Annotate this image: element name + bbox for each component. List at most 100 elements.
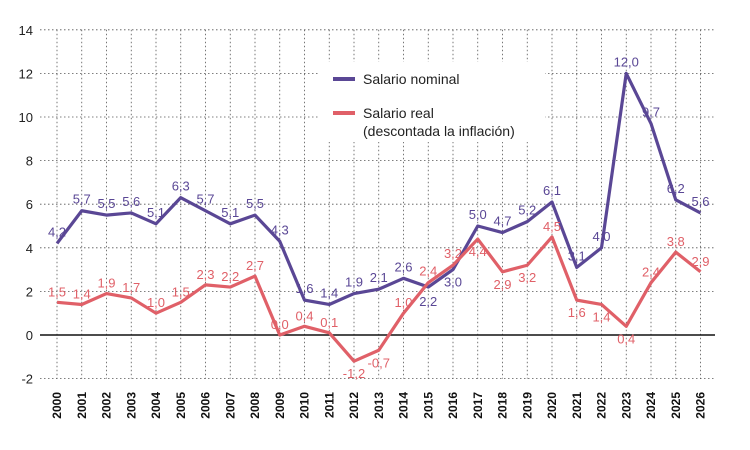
real-data-label: 2,9 [691,254,709,269]
real-data-label: 4,4 [469,244,487,259]
legend-label-real-line2: (descontada la inflación) [363,123,515,139]
x-tick-label: 2017 [471,392,485,419]
nominal-data-label: 5,5 [246,196,264,211]
y-tick-label: 2 [26,284,33,299]
nominal-data-label: 3,0 [444,275,462,290]
real-data-label: 0,4 [617,331,635,346]
x-tick-label: 2020 [545,392,559,419]
nominal-data-label: 5,7 [73,192,91,207]
real-data-label: 2,9 [493,277,511,292]
real-data-label: 2,7 [246,258,264,273]
nominal-data-label: 6,3 [172,179,190,194]
real-data-label: 1,0 [394,295,412,310]
y-tick-label: 6 [26,197,33,212]
y-tick-label: 0 [26,328,33,343]
x-tick-label: 2008 [248,392,262,419]
nominal-data-label: 4,7 [493,214,511,229]
x-tick-label: 2012 [347,392,361,419]
real-data-label: 1,0 [147,295,165,310]
x-tick-label: 2016 [446,392,460,419]
x-tick-label: 2002 [100,392,114,419]
nominal-data-label: 2,1 [370,270,388,285]
real-data-label: 1,9 [97,276,115,291]
x-tick-label: 2001 [75,392,89,419]
nominal-data-label: 1,6 [295,281,313,296]
legend-background [320,62,545,142]
nominal-data-label: 5,6 [122,194,140,209]
y-tick-label: 10 [19,110,33,125]
y-tick-label: 4 [26,241,33,256]
real-data-label: 0,0 [271,317,289,332]
nominal-data-label: 5,1 [221,205,239,220]
x-tick-label: 2014 [397,392,411,419]
real-data-label: 2,4 [642,265,660,280]
nominal-data-label: 2,6 [394,259,412,274]
nominal-data-label: 5,0 [469,207,487,222]
y-tick-label: 8 [26,154,33,169]
x-axis: 2000 2001 2002 2003 2004 2005 2006 2007 2008 2009… [50,392,708,419]
nominal-data-label: 5,5 [97,196,115,211]
nominal-data-label: 5,2 [518,203,536,218]
real-data-label: 4,5 [543,219,561,234]
real-data-label: 3,8 [667,234,685,249]
x-tick-label: 2007 [223,392,237,419]
real-data-label: 2,3 [196,267,214,282]
legend: Salario nominal Salario real (descontada… [320,62,545,142]
nominal-data-label: 5,6 [691,194,709,209]
real-data-label: 2,4 [419,264,437,279]
real-data-label: 1,5 [48,284,66,299]
y-axis: 14 12 10 8 6 4 2 0 -2 [19,23,33,387]
nominal-data-label: 2,2 [419,294,437,309]
nominal-data-label: 1,4 [320,285,338,300]
legend-label-real-line1: Salario real [363,105,434,121]
x-tick-label: 2009 [273,392,287,419]
nominal-data-label: 12,0 [614,54,639,69]
real-data-label: 2,2 [221,269,239,284]
x-tick-label: 2006 [199,392,213,419]
nominal-data-label: 1,9 [345,275,363,290]
x-tick-label: 2025 [669,392,683,419]
real-data-label: 0,4 [295,308,313,323]
nominal-data-label: 9,7 [642,105,660,120]
x-tick-label: 2023 [619,392,633,419]
real-data-label: 1,6 [568,305,586,320]
nominal-data-label: 5,7 [196,192,214,207]
nominal-data-label: 6,2 [667,181,685,196]
series-line-0 [55,71,702,307]
real-data-label: 3,2 [518,270,536,285]
x-tick-label: 2000 [50,392,64,419]
real-data-label: 1,4 [592,309,610,324]
x-tick-label: 2010 [298,392,312,419]
nominal-data-label: 4,0 [592,229,610,244]
real-data-label: 1,5 [172,284,190,299]
series-line-1 [56,235,702,363]
x-tick-label: 2019 [520,392,534,419]
nominal-data-label: 4,3 [271,222,289,237]
x-tick-label: 2011 [322,392,336,418]
y-tick-label: 14 [19,23,33,38]
y-tick-label: 12 [19,66,33,81]
nominal-data-label: 6,1 [543,183,561,198]
x-tick-label: 2022 [595,392,609,419]
real-data-label: -0,7 [368,355,390,370]
real-data-label: 3,2 [444,246,462,261]
x-tick-label: 2021 [570,392,584,419]
x-tick-label: 2005 [174,392,188,419]
x-tick-label: 2013 [372,392,386,419]
real-data-label: 0,1 [320,315,338,330]
nominal-data-label: 3,1 [568,248,586,263]
x-tick-label: 2015 [421,392,435,419]
x-tick-label: 2018 [496,392,510,419]
x-tick-label: 2003 [124,392,138,419]
legend-label-nominal: Salario nominal [363,71,460,87]
series-lines [55,71,702,363]
nominal-data-label: 5,1 [147,205,165,220]
real-data-label: 1,4 [73,286,91,301]
real-data-label: 1,7 [122,280,140,295]
x-tick-label: 2004 [149,392,163,419]
real-data-label: -1,2 [343,366,365,381]
x-tick-label: 2024 [644,392,658,419]
data-labels: 4,2 5,7 5,5 5,6 5,1 6,3 5,7 5,1 5,5 4,3 1,6 1,4 1,9 2… [48,54,710,381]
x-tick-label: 2026 [694,392,708,419]
